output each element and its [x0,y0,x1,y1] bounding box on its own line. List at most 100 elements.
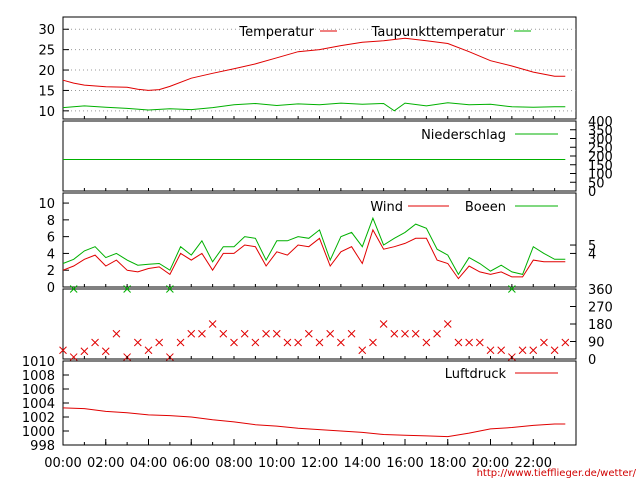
direction-marker [112,329,121,338]
direction-marker [422,338,431,347]
y-tick-label: 1002 [22,411,55,426]
direction-marker [240,329,249,338]
series-line-temperatur [62,37,566,91]
y-tick-label-right: 180 [588,318,613,333]
direction-marker [69,285,78,293]
y-tick-label-right: 150 [588,159,613,174]
direction-marker [518,346,527,355]
direction-marker [187,329,196,338]
y-tick-label: 1010 [22,355,55,370]
x-tick-label: 22:00 [515,456,552,471]
y-tick-label-right: 250 [588,141,613,156]
y-tick-label: 10 [38,105,55,120]
legend-label: Taupunkttemperatur [371,25,506,40]
direction-marker [369,338,377,347]
legend-label: Wind [370,200,403,215]
direction-marker [550,346,559,355]
y-tick-label-right: 300 [588,133,613,148]
direction-marker [454,338,463,347]
direction-marker [230,338,238,347]
direction-marker [475,338,484,347]
legend-label: Boeen [465,200,506,215]
direction-marker [101,347,110,356]
x-tick-label: 10:00 [258,456,295,471]
series-line-taupunkttemperatur [62,102,566,112]
y-tick-label-right: 90 [588,336,605,351]
direction-marker [326,329,335,338]
direction-marker [144,346,153,355]
direction-marker [123,285,131,293]
x-tick-label: 16:00 [386,456,423,471]
y-tick-label-right: 400 [588,115,613,130]
direction-marker [433,329,441,338]
series-line-boeen [62,216,566,276]
direction-marker [443,320,452,328]
y-tick-label-right: 0 [588,353,596,368]
direction-marker [390,329,399,338]
y-tick-label-right: 200 [588,150,613,165]
direction-marker [219,329,228,338]
legend-label: Niederschlag [421,128,506,143]
y-tick-label: 20 [38,64,55,79]
y-tick-label: 8 [47,214,55,229]
direction-marker [198,329,206,338]
y-tick-label: 6 [47,231,55,246]
direction-marker [411,329,420,338]
y-tick-label-right: 350 [588,124,613,139]
x-tick-label: 02:00 [87,456,124,471]
x-tick-label: 18:00 [429,456,466,471]
y-tick-label-right: 4 [588,247,596,262]
y-tick-label: 25 [38,44,55,59]
direction-marker [379,320,388,328]
direction-marker [465,338,473,347]
direction-marker [497,346,506,355]
y-tick-label: 998 [30,439,55,454]
direction-marker [347,329,356,338]
y-tick-label: 4 [47,247,55,262]
y-tick-label-right: 0 [588,185,596,200]
direction-marker [294,338,302,347]
series-line-wind [62,228,566,280]
direction-marker [401,329,409,338]
direction-marker [251,338,260,347]
x-tick-label: 20:00 [472,456,509,471]
panel-windrichtung: 0 90 180 270 360 [59,283,613,368]
x-tick-label: 08:00 [215,456,252,471]
direction-marker [315,338,324,347]
y-tick-label: 1000 [22,425,55,440]
panel-temp: 10 15 20 25 30 Temperatur Taupunkttemperatur [38,16,577,120]
direction-marker [262,329,270,338]
y-tick-label: 2 [47,264,55,279]
y-tick-label: 1004 [22,397,55,412]
direction-marker [283,338,292,347]
x-tick-label: 14:00 [344,456,381,471]
y-tick-label: 1008 [22,369,55,384]
x-tick-label: 12:00 [301,456,338,471]
direction-marker [272,329,281,338]
direction-marker [508,285,516,293]
direction-marker [337,338,345,347]
y-tick-label-right: 5 [588,239,596,254]
y-tick-label: 1006 [22,383,55,398]
direction-marker [540,338,548,347]
y-tick-label-right: 270 [588,301,613,316]
direction-marker [561,338,570,347]
direction-marker [80,347,89,356]
direction-marker [166,285,174,293]
direction-marker [69,353,78,361]
direction-marker [358,346,367,355]
y-tick-label: 0 [47,281,55,296]
y-tick-label-right: 360 [588,283,613,298]
direction-marker [91,338,99,347]
x-tick-label: 04:00 [130,456,167,471]
series-line-luftdruck [62,407,566,438]
direction-marker [208,320,217,328]
y-tick-label: 15 [38,84,55,99]
y-tick-label: 10 [38,197,55,212]
y-tick-label-right: 50 [588,176,605,191]
y-tick-label-right: 100 [588,168,613,183]
